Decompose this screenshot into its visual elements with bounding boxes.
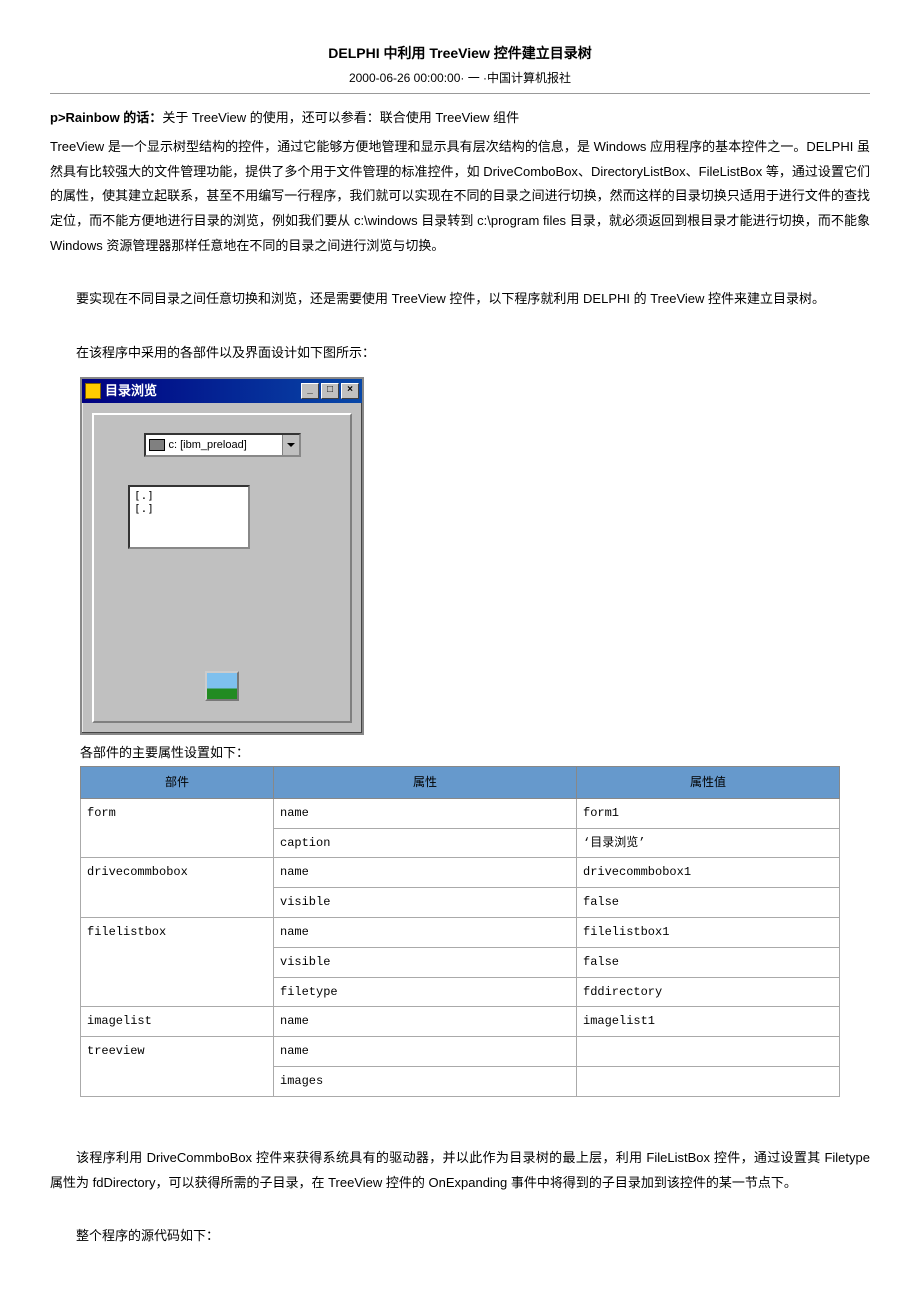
mock-window: 目录浏览 _ □ × c: [ibm_preload] [.] [.]	[80, 377, 364, 735]
td-component: form	[81, 798, 274, 858]
paragraph-5: 该程序利用 DriveCommboBox 控件来获得系统具有的驱动器，并以此作为…	[50, 1146, 870, 1195]
td-property: name	[274, 917, 577, 947]
file-listbox[interactable]: [.] [.]	[128, 485, 250, 549]
minimize-button[interactable]: _	[301, 383, 319, 399]
imagelist-icon	[205, 671, 239, 701]
td-value: fddirectory	[577, 977, 840, 1007]
td-component: filelistbox	[81, 917, 274, 1006]
th-value: 属性值	[577, 766, 840, 798]
td-property: name	[274, 798, 577, 828]
td-value: form1	[577, 798, 840, 828]
window-icon	[85, 383, 101, 399]
paragraph-2: TreeView 是一个显示树型结构的控件，通过它能够方便地管理和显示具有层次结…	[50, 135, 870, 258]
close-button[interactable]: ×	[341, 383, 359, 399]
td-property: images	[274, 1066, 577, 1096]
td-property: visible	[274, 947, 577, 977]
paragraph-3: 要实现在不同目录之间任意切换和浏览，还是需要使用 TreeView 控件，以下程…	[50, 287, 870, 312]
window-body: c: [ibm_preload] [.] [.]	[82, 403, 362, 733]
p1-lead: p>Rainbow 的话：	[50, 110, 162, 125]
page-title: DELPHI 中利用 TreeView 控件建立目录树	[50, 40, 870, 67]
maximize-button[interactable]: □	[321, 383, 339, 399]
td-value	[577, 1066, 840, 1096]
p1-rest: 关于 TreeView 的使用，还可以参看：联合使用 TreeView 组件	[162, 110, 519, 125]
td-value: imagelist1	[577, 1007, 840, 1037]
td-property: caption	[274, 828, 577, 858]
drive-icon	[149, 439, 165, 451]
th-component: 部件	[81, 766, 274, 798]
td-property: visible	[274, 888, 577, 918]
td-component: imagelist	[81, 1007, 274, 1037]
td-property: name	[274, 1007, 577, 1037]
titlebar: 目录浏览 _ □ ×	[82, 379, 362, 403]
page-subtitle: 2000-06-26 00:00:00· 一 ·中国计算机报社	[50, 67, 870, 90]
paragraph-4: 在该程序中采用的各部件以及界面设计如下图所示：	[50, 341, 870, 366]
td-component: treeview	[81, 1037, 274, 1097]
td-value: ‘目录浏览’	[577, 828, 840, 858]
td-value: drivecommbobox1	[577, 858, 840, 888]
td-property: name	[274, 858, 577, 888]
td-property: filetype	[274, 977, 577, 1007]
td-value	[577, 1037, 840, 1067]
paragraph-1: p>Rainbow 的话：关于 TreeView 的使用，还可以参看：联合使用 …	[50, 106, 870, 131]
td-component: drivecommbobox	[81, 858, 274, 918]
drive-text: c: [ibm_preload]	[169, 435, 247, 456]
panel: c: [ibm_preload] [.] [.]	[92, 413, 352, 723]
paragraph-6: 整个程序的源代码如下：	[50, 1224, 870, 1249]
td-value: false	[577, 947, 840, 977]
list-item: [.]	[134, 489, 244, 502]
table-caption: 各部件的主要属性设置如下：	[80, 741, 870, 766]
dropdown-button[interactable]	[282, 435, 299, 455]
td-value: false	[577, 888, 840, 918]
window-caption: 目录浏览	[105, 379, 299, 404]
list-item: [.]	[134, 502, 244, 515]
th-property: 属性	[274, 766, 577, 798]
properties-table: 部件 属性 属性值 formnameform1caption‘目录浏览’driv…	[80, 766, 840, 1097]
divider	[50, 93, 870, 94]
drive-combobox[interactable]: c: [ibm_preload]	[144, 433, 301, 457]
td-property: name	[274, 1037, 577, 1067]
td-value: filelistbox1	[577, 917, 840, 947]
